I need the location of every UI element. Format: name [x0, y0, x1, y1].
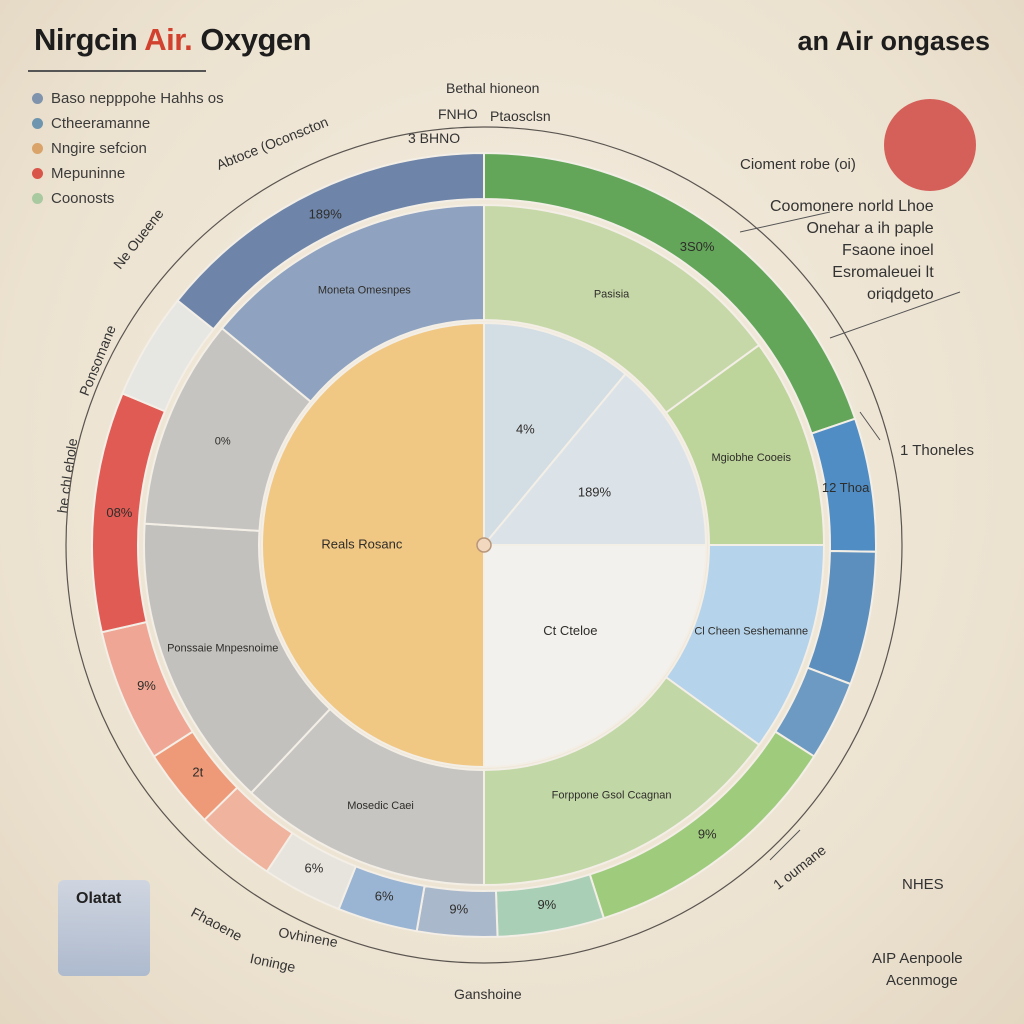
- legend-item: Coonosts: [32, 186, 224, 211]
- annotation-line: oriqdgeto: [866, 286, 934, 303]
- side-circle: [884, 99, 976, 191]
- outer-label-top-a: Bethal hioneon: [446, 80, 540, 96]
- legend-item: Baso nepppohe Hahhs os: [32, 86, 224, 111]
- leader-line-3: [769, 829, 801, 861]
- legend-swatch: [32, 93, 43, 104]
- slice-label-ring1-1: Mgiobhe Cooeis: [711, 452, 791, 464]
- slice-label-ring2-8: 6%: [305, 861, 324, 876]
- leader-line-0: [739, 211, 831, 233]
- slice-label-ring1-7: Moneta Omesnpes: [318, 285, 411, 297]
- center-dot: [476, 537, 492, 553]
- side-label: Cioment robe (oi): [740, 156, 856, 173]
- legend-label: Mepuninne: [51, 165, 126, 182]
- outer-label-top-c: Ptaosclsn: [490, 108, 551, 124]
- slice-label-ring2-10: 2t: [192, 765, 203, 780]
- legend-swatch: [32, 193, 43, 204]
- outer-label-right-mid: 1 Thoneles: [900, 442, 974, 459]
- slice-ring0-1: [481, 372, 708, 546]
- leader-line-2: [859, 411, 881, 441]
- legend-item: Mepuninne: [32, 161, 224, 186]
- slice-label-ring2-14: 189%: [309, 207, 343, 222]
- legend-swatch: [32, 168, 43, 179]
- slice-ring0-0: [483, 321, 627, 548]
- slice-label-ring0-1: 189%: [578, 484, 612, 499]
- legend-item: Nngire sefcion: [32, 136, 224, 161]
- chart-title-left: Nirgcin Air. Oxygen: [34, 22, 312, 58]
- slice-label-ring2-11: 9%: [137, 678, 156, 693]
- annotation-line: Esromaleuei lt: [832, 264, 934, 281]
- slice-label-ring1-2: Cl Cheen Seshemanne: [694, 626, 808, 638]
- slice-label-ring2-4: 9%: [698, 826, 717, 841]
- slice-label-ring1-3: Forppone Gsol Ccagnan: [552, 789, 672, 801]
- leader-line-1: [829, 291, 961, 339]
- slice-label-ring2-0: 3S0%: [680, 239, 715, 254]
- legend-label: Coonosts: [51, 190, 115, 207]
- slice-label-ring0-0: 4%: [516, 422, 535, 437]
- slice-label-ring0-3: Reals Rosanc: [321, 536, 402, 551]
- outer-guide-ring: [65, 126, 903, 964]
- slice-label-ring0-2: Ct Cteloe: [543, 623, 597, 638]
- slice-ring0-2: [483, 544, 708, 769]
- slice-label-ring2-5: 9%: [537, 897, 556, 912]
- title-left-part-c: Oxygen: [200, 22, 312, 57]
- title-underline: [28, 70, 206, 72]
- slice-label-ring1-6: 0%: [215, 435, 231, 447]
- slice-label-ring2-6: 9%: [449, 902, 468, 917]
- slice-ring1-7: [220, 203, 485, 403]
- legend-label: Nngire sefcion: [51, 140, 147, 157]
- legend-swatch: [32, 118, 43, 129]
- slice-label-ring2-12: 08%: [106, 505, 132, 520]
- title-left-part-a: Nirgcin: [34, 22, 138, 57]
- outer-label-bottom-d: Ganshoine: [454, 986, 522, 1002]
- annotation-line: Fsaone inoel: [842, 242, 934, 259]
- slice-label-ring2-1: 12 Thoa: [822, 480, 870, 495]
- legend: Baso nepppohe Hahhs os Ctheeramanne Nngi…: [32, 86, 224, 211]
- legend-label: Ctheeramanne: [51, 115, 151, 132]
- title-left-part-b: Air.: [144, 22, 193, 57]
- outer-label-top-b: FNHO: [438, 106, 478, 122]
- chart-title-right: an Air ongases: [797, 26, 990, 56]
- bottom-right-label-b: Acenmoge: [886, 972, 958, 989]
- slice-label-ring1-4: Mosedic Caei: [347, 800, 414, 812]
- slice-ring0-3: [261, 321, 485, 769]
- annotation-line: Onehar a ih paple: [806, 220, 934, 237]
- slice-label-ring1-5: Ponssaie Mnpesnoime: [167, 642, 278, 654]
- legend-label: Baso nepppohe Hahhs os: [51, 90, 224, 107]
- slice-label-ring1-0: Pasisia: [594, 289, 630, 301]
- outer-label-top-d: 3 BHNO: [408, 130, 461, 146]
- legend-item: Ctheeramanne: [32, 111, 224, 136]
- legend-swatch: [32, 143, 43, 154]
- annotation-right: Coomonere norld Lhoe Onehar a ih paple F…: [770, 196, 934, 306]
- stamp-graphic: [58, 880, 150, 976]
- outer-label-right-low: NHES: [902, 876, 944, 893]
- slice-ring2-14: [176, 151, 485, 331]
- slice-label-ring2-7: 6%: [375, 889, 394, 904]
- bottom-right-label-a: AIP Aenpoole: [872, 950, 963, 967]
- annotation-line: Coomonere norld Lhoe: [770, 198, 934, 215]
- stamp-label: Olatat: [76, 890, 122, 907]
